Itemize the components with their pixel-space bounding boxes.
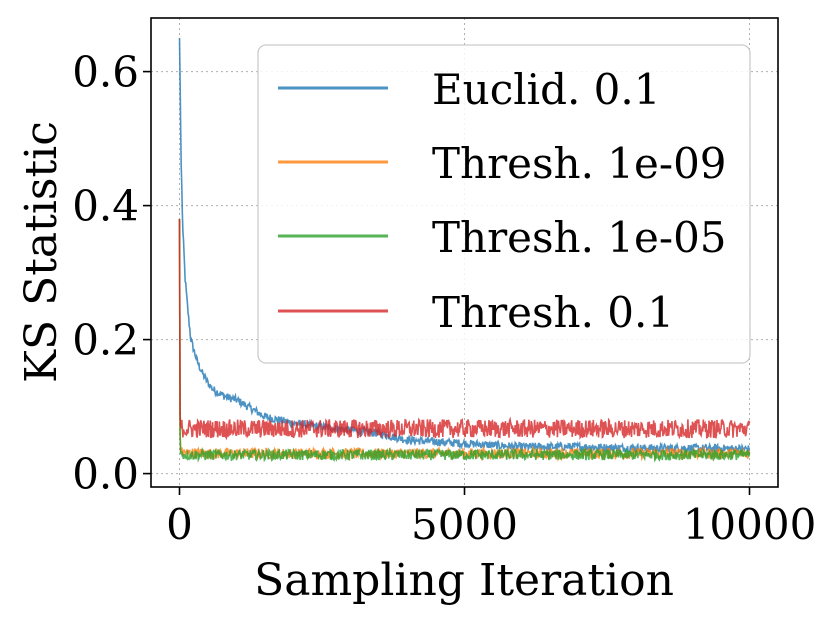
- x-tick-label: 0: [166, 500, 193, 549]
- x-tick-label: 5000: [411, 500, 518, 549]
- series-lines: [178, 38, 751, 463]
- x-tick-label: 10000: [683, 500, 817, 549]
- series-line-thresh-0-1: [178, 218, 751, 441]
- y-tick-label: 0.0: [72, 450, 139, 499]
- legend-box: [257, 44, 751, 364]
- legend-label-thresh-1e-09: Thresh. 1e-09: [432, 139, 727, 188]
- y-tick-label: 0.4: [72, 182, 139, 231]
- legend-label-thresh-0.1: Thresh. 0.1: [432, 288, 674, 337]
- series-line-euclid-0-1: [178, 38, 751, 455]
- axis-ticks: 0 5000 10000 0.0 0.2 0.4 0.6: [72, 48, 816, 549]
- legend-label-euclid: Euclid. 0.1: [432, 65, 660, 114]
- series-line-thresh-1e-05: [178, 218, 751, 463]
- legend: Euclid. 0.1 Thresh. 1e-09 Thresh. 1e-05 …: [257, 44, 751, 364]
- legend-label-thresh-1e-05: Thresh. 1e-05: [432, 213, 727, 262]
- y-tick-label: 0.6: [72, 48, 139, 97]
- y-axis-label: KS Statistic: [16, 121, 67, 383]
- y-tick-label: 0.2: [72, 316, 139, 365]
- x-axis-label: Sampling Iteration: [254, 555, 674, 606]
